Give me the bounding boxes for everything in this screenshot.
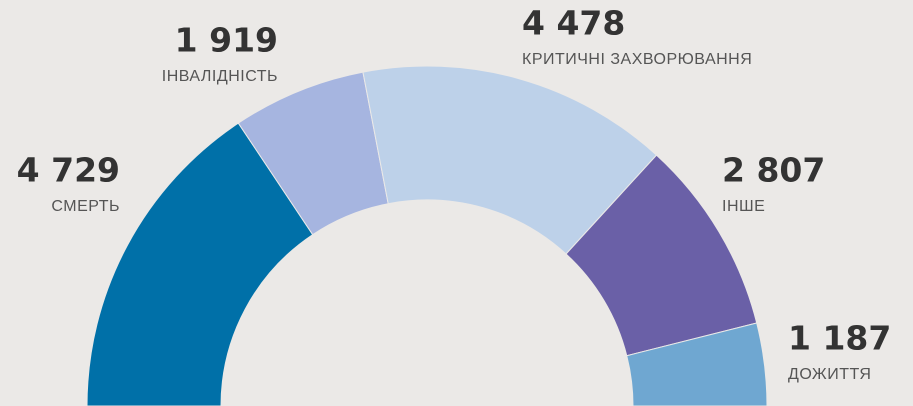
category-label: ДОЖИТТЯ xyxy=(788,366,871,383)
category-label: ІНВАЛІДНІСТЬ xyxy=(162,68,278,85)
value-label: 4 478 xyxy=(522,4,625,43)
category-label: ІНШЕ xyxy=(722,198,765,215)
segment xyxy=(626,322,768,406)
value-label: 4 729 xyxy=(17,151,120,190)
value-label: 1 919 xyxy=(175,21,278,60)
category-label: КРИТИЧНІ ЗАХВОРЮВАННЯ xyxy=(522,51,752,68)
value-label: 2 807 xyxy=(722,151,825,190)
value-label: 1 187 xyxy=(788,319,891,358)
category-label: СМЕРТЬ xyxy=(51,198,120,215)
segment xyxy=(86,122,314,406)
